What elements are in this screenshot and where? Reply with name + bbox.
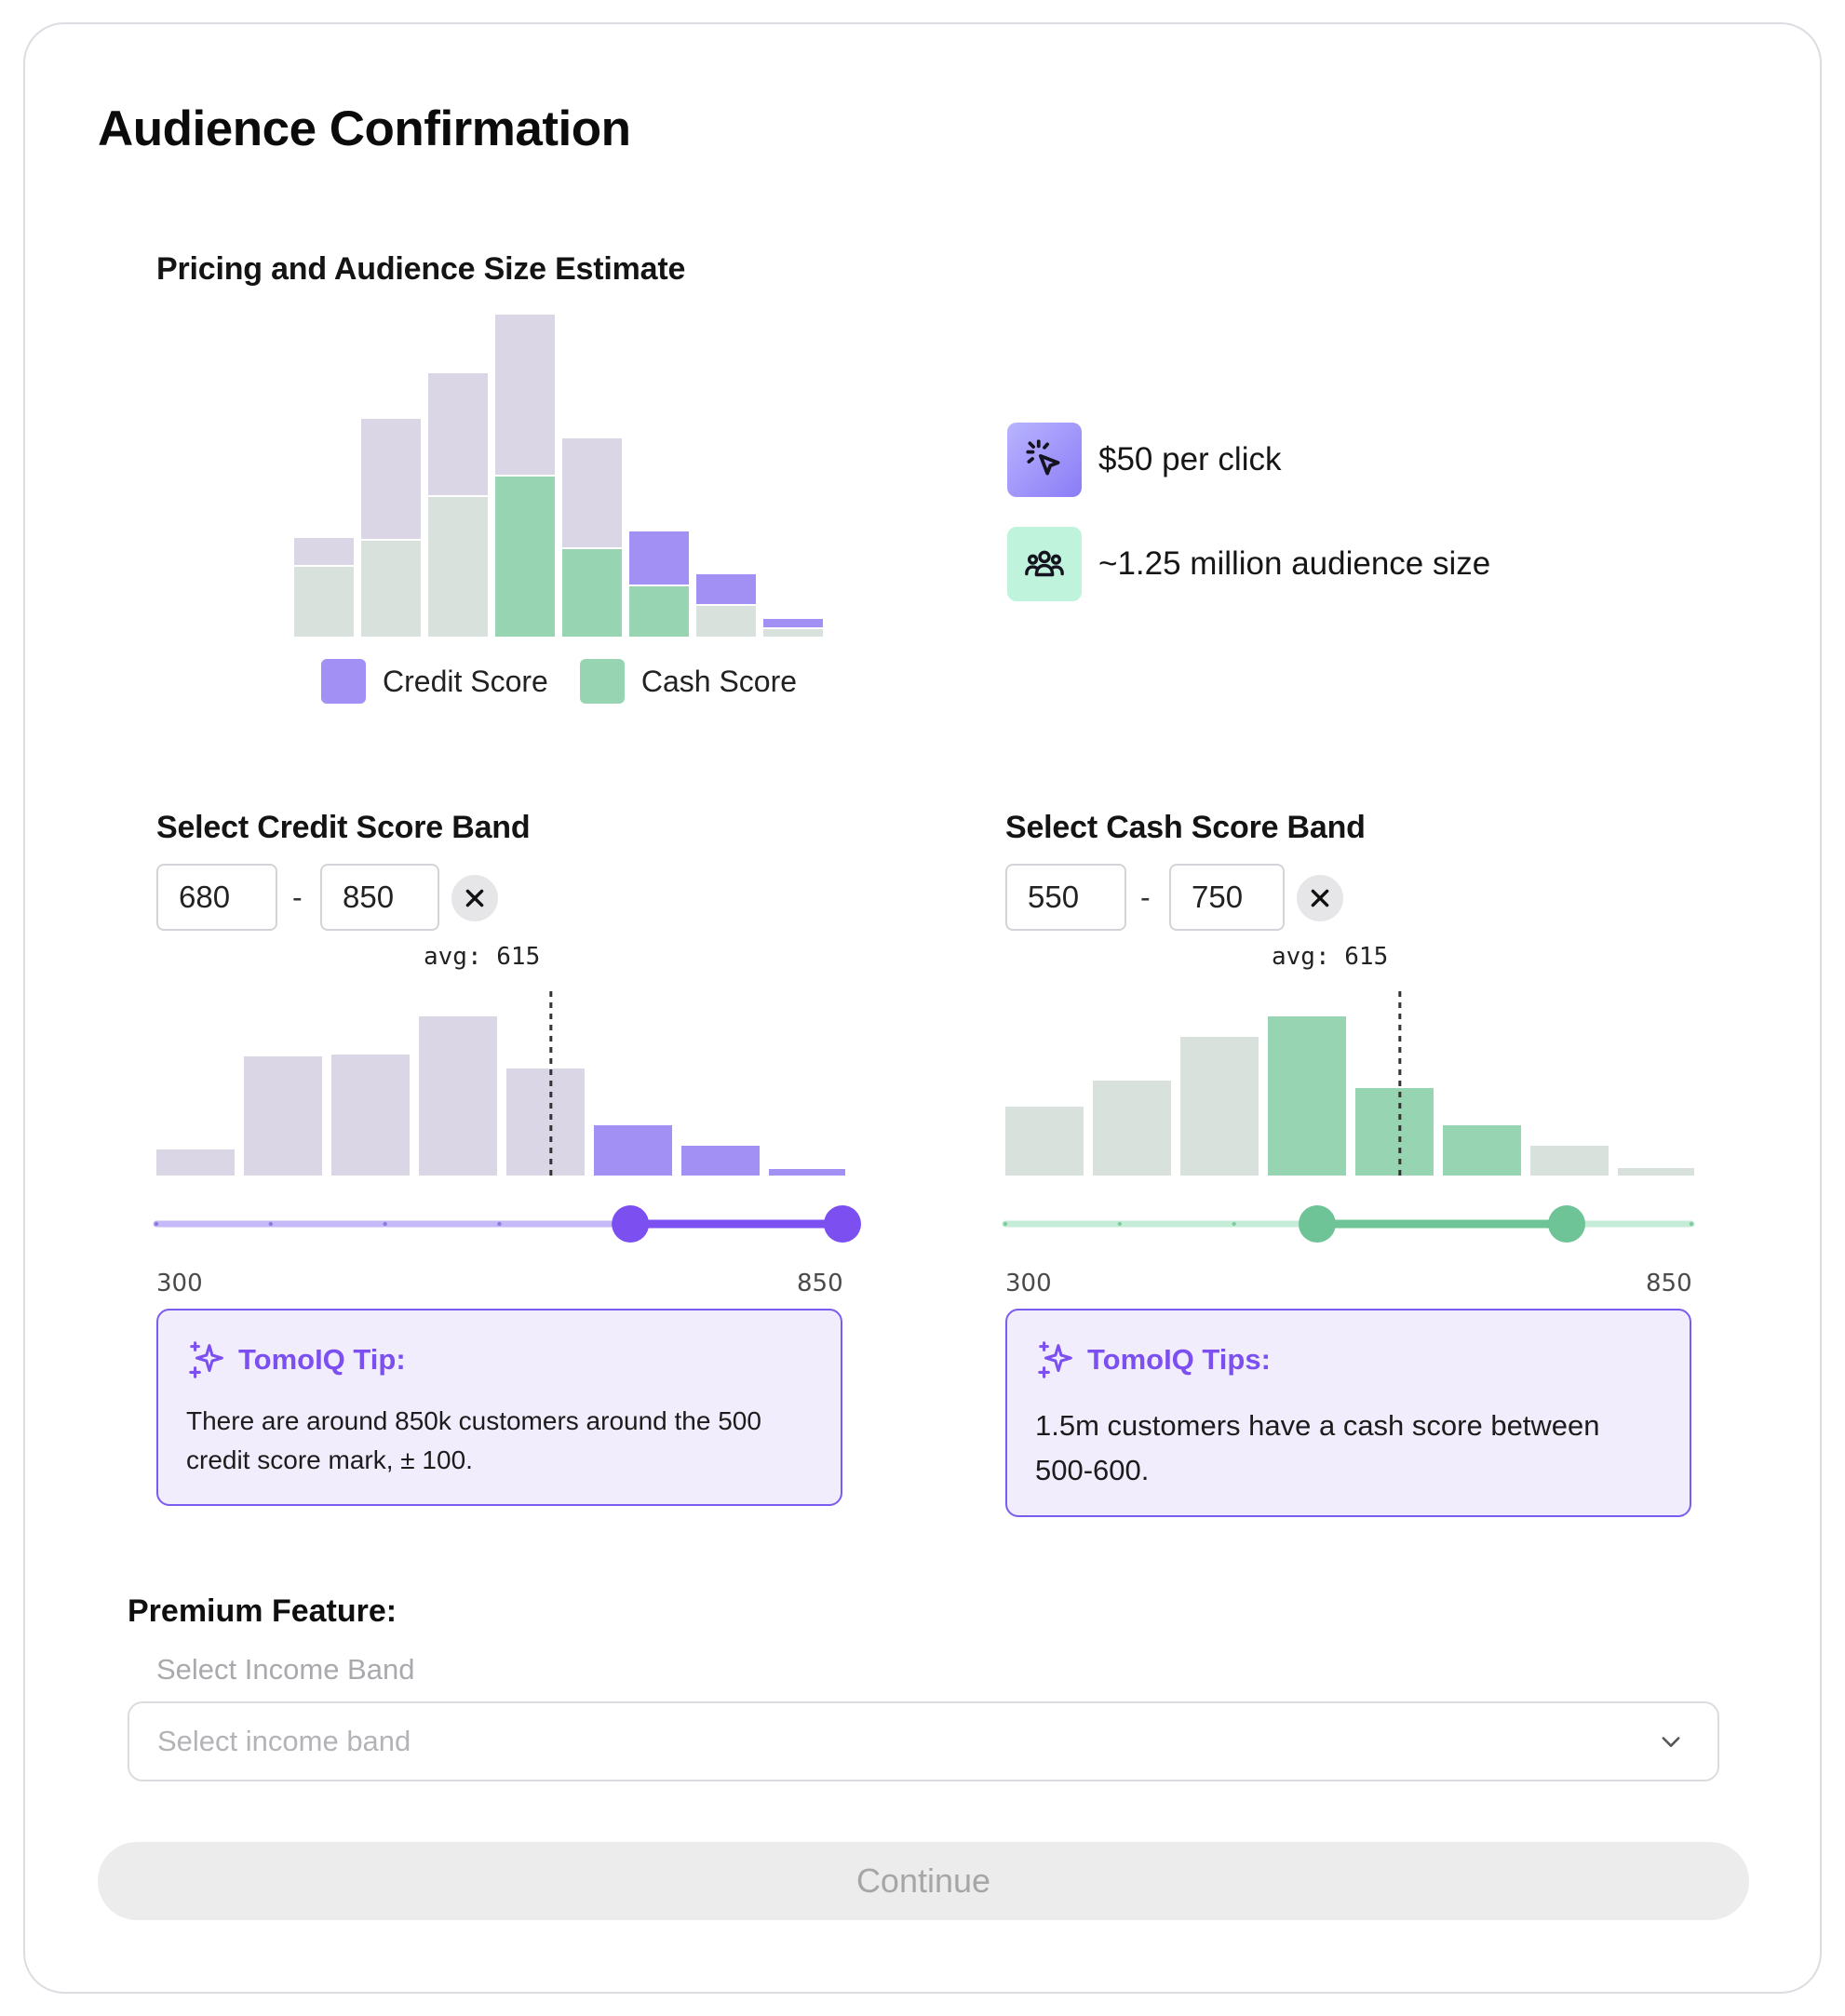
- credit-slider-max-handle[interactable]: [824, 1205, 861, 1243]
- credit-range-min-label: 300: [156, 1270, 203, 1297]
- page-title: Audience Confirmation: [98, 101, 631, 156]
- overview-credit-bar-1: [294, 538, 354, 565]
- sparkle-icon: [1038, 1341, 1072, 1378]
- credit-range-separator: -: [292, 880, 303, 914]
- sparkle-icon: [189, 1341, 223, 1378]
- cash-slider-tick: [1117, 1221, 1123, 1227]
- price-text: $50 per click: [1098, 441, 1282, 477]
- legend-cash-score: Cash Score: [579, 659, 798, 704]
- overview-cash-bar-2: [361, 541, 421, 637]
- estimate-title: Pricing and Audience Size Estimate: [156, 251, 686, 287]
- overview-credit-bar-4: [495, 315, 555, 475]
- people-group-icon: [1007, 527, 1082, 601]
- close-icon: [1311, 889, 1329, 907]
- overview-cash-bar-7: [696, 606, 756, 637]
- cash-max-input[interactable]: [1169, 864, 1285, 931]
- credit-tip-title: TomoIQ Tip:: [238, 1343, 406, 1376]
- cash-range-max-label: 850: [1646, 1270, 1692, 1297]
- credit-bar-2: [244, 1056, 322, 1176]
- overview-cash-bar-1: [294, 567, 354, 637]
- income-band-placeholder: Select income band: [157, 1725, 411, 1757]
- chart-legend: Credit Score Cash Score: [321, 659, 797, 704]
- credit-slider-tick: [154, 1221, 159, 1227]
- price-metric: $50 per click: [1007, 423, 1281, 497]
- cash-clear-button[interactable]: [1297, 875, 1343, 921]
- overview-cash-bar-3: [428, 497, 488, 637]
- audience-confirmation-card: [23, 22, 1822, 1994]
- credit-min-input[interactable]: [156, 864, 277, 931]
- cash-histogram: [1005, 991, 1694, 1176]
- credit-slider-tick: [268, 1221, 274, 1227]
- credit-bar-4: [419, 1016, 497, 1176]
- cash-range-separator: -: [1140, 880, 1151, 914]
- credit-histogram: [156, 991, 845, 1176]
- cash-min-input[interactable]: [1005, 864, 1126, 931]
- continue-button[interactable]: Continue: [98, 1842, 1749, 1920]
- credit-tip-box: TomoIQ Tip: There are around 850k custom…: [156, 1309, 842, 1506]
- credit-slider-min-handle[interactable]: [612, 1205, 650, 1243]
- cash-avg-label: avg: 615: [1272, 943, 1389, 971]
- close-icon: [465, 889, 484, 907]
- credit-bar-3: [331, 1055, 410, 1176]
- audience-size-text: ~1.25 million audience size: [1098, 545, 1491, 582]
- credit-clear-button[interactable]: [451, 875, 498, 921]
- cash-bar-6: [1443, 1125, 1521, 1176]
- cash-slider-tick: [1003, 1221, 1008, 1227]
- credit-tip-header: TomoIQ Tip:: [186, 1338, 406, 1381]
- credit-bar-8: [769, 1169, 845, 1176]
- overview-credit-bar-5: [562, 438, 622, 547]
- legend-cash-label: Cash Score: [640, 664, 798, 698]
- cash-bar-5: [1355, 1088, 1434, 1176]
- legend-cash-swatch: [579, 659, 625, 704]
- credit-slider-tick: [383, 1221, 387, 1227]
- credit-max-input[interactable]: [320, 864, 439, 931]
- overview-cash-bar-8: [763, 629, 823, 637]
- credit-tip-text: There are around 850k customers around t…: [186, 1406, 761, 1474]
- cash-range-slider[interactable]: [998, 1201, 1705, 1247]
- legend-credit-score: Credit Score: [321, 659, 548, 704]
- income-band-select[interactable]: Select income band: [128, 1701, 1719, 1781]
- credit-band-title: Select Credit Score Band: [156, 810, 531, 845]
- cash-bar-4: [1268, 1016, 1346, 1176]
- cash-bar-2: [1093, 1081, 1171, 1176]
- cash-bar-8: [1618, 1168, 1694, 1176]
- cash-bar-3: [1180, 1037, 1259, 1176]
- overview-credit-bar-2: [361, 419, 421, 539]
- cash-tip-title: TomoIQ Tips:: [1087, 1343, 1271, 1376]
- cash-bar-1: [1005, 1107, 1084, 1176]
- credit-bar-5: [506, 1068, 585, 1176]
- legend-credit-swatch: [321, 659, 366, 704]
- cash-tip-box: TomoIQ Tips: 1.5m customers have a cash …: [1005, 1309, 1691, 1517]
- credit-range-max-label: 850: [797, 1270, 843, 1297]
- credit-range-slider[interactable]: [149, 1201, 866, 1247]
- premium-feature-label: Premium Feature:: [128, 1593, 397, 1629]
- credit-bar-7: [681, 1146, 760, 1176]
- chevron-down-icon: [1662, 1737, 1680, 1747]
- legend-credit-label: Credit Score: [383, 664, 548, 698]
- overview-credit-bar-8: [763, 619, 823, 627]
- overview-credit-bar-7: [696, 574, 756, 604]
- overview-credit-bar-3: [428, 373, 488, 495]
- cash-slider-tick: [1689, 1221, 1694, 1227]
- cash-slider-min-handle[interactable]: [1299, 1205, 1336, 1243]
- credit-slider-tick: [497, 1221, 502, 1227]
- overview-credit-bar-6: [629, 531, 689, 585]
- cash-range-min-label: 300: [1005, 1270, 1052, 1297]
- income-band-label: Select Income Band: [156, 1653, 415, 1686]
- cash-band-title: Select Cash Score Band: [1005, 810, 1366, 845]
- credit-bar-1: [156, 1149, 235, 1176]
- cash-tip-header: TomoIQ Tips:: [1035, 1338, 1271, 1381]
- cursor-click-icon: [1007, 423, 1082, 497]
- audience-metric: ~1.25 million audience size: [1007, 527, 1490, 601]
- cash-slider-tick: [1232, 1221, 1236, 1227]
- overview-cash-bar-4: [495, 477, 555, 637]
- overview-cash-bar-5: [562, 549, 622, 637]
- credit-bar-6: [594, 1125, 672, 1176]
- overview-cash-bar-6: [629, 586, 689, 637]
- credit-avg-label: avg: 615: [424, 943, 541, 971]
- overview-chart: [294, 315, 823, 637]
- cash-bar-7: [1530, 1146, 1609, 1176]
- cash-slider-max-handle[interactable]: [1548, 1205, 1585, 1243]
- cash-tip-text: 1.5m customers have a cash score between…: [1035, 1409, 1600, 1486]
